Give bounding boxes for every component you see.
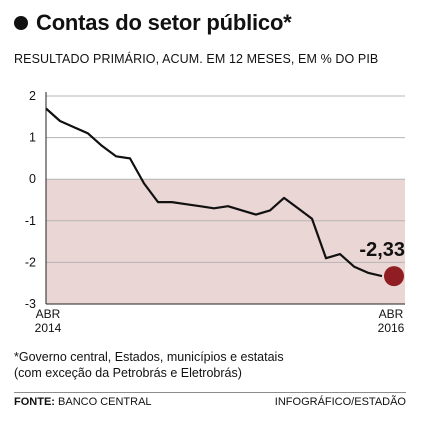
x-tick-label: 2014 bbox=[35, 321, 62, 335]
axes bbox=[45, 92, 405, 305]
x-tick-label: ABR bbox=[379, 307, 404, 321]
chart-subtitle: RESULTADO PRIMÁRIO, ACUM. EM 12 MESES, E… bbox=[14, 52, 379, 66]
series-line bbox=[45, 107, 383, 278]
chart-title: Contas do setor público* bbox=[36, 10, 292, 35]
source-value: BANCO CENTRAL bbox=[58, 396, 152, 408]
negative-zone bbox=[46, 179, 405, 304]
footer-rule bbox=[14, 392, 406, 393]
y-tick-label: -3 bbox=[25, 297, 36, 311]
y-tick-label: 0 bbox=[29, 172, 36, 186]
last-value-label: -2,33 bbox=[359, 239, 405, 261]
last-value-marker bbox=[384, 266, 404, 287]
credit: INFOGRÁFICO/ESTADÃO bbox=[274, 396, 406, 408]
footnote: *Governo central, Estados, municípios e … bbox=[14, 349, 284, 381]
grid bbox=[46, 95, 405, 263]
source: FONTE: BANCO CENTRAL bbox=[14, 396, 152, 408]
footnote-line-1: *Governo central, Estados, municípios e … bbox=[14, 350, 284, 364]
source-label: FONTE: bbox=[14, 396, 55, 408]
y-tick-label: 2 bbox=[29, 89, 36, 103]
x-tick-label: ABR bbox=[36, 307, 61, 321]
x-tick-label: 2016 bbox=[378, 321, 405, 335]
title-row: Contas do setor público* bbox=[14, 10, 292, 36]
bullet-icon bbox=[14, 16, 28, 30]
y-tick-label: -2 bbox=[25, 255, 36, 269]
footnote-line-2: (com exceção da Petrobrás e Eletrobrás) bbox=[14, 366, 242, 380]
y-tick-label: -1 bbox=[25, 214, 36, 228]
y-tick-label: 1 bbox=[29, 131, 36, 145]
